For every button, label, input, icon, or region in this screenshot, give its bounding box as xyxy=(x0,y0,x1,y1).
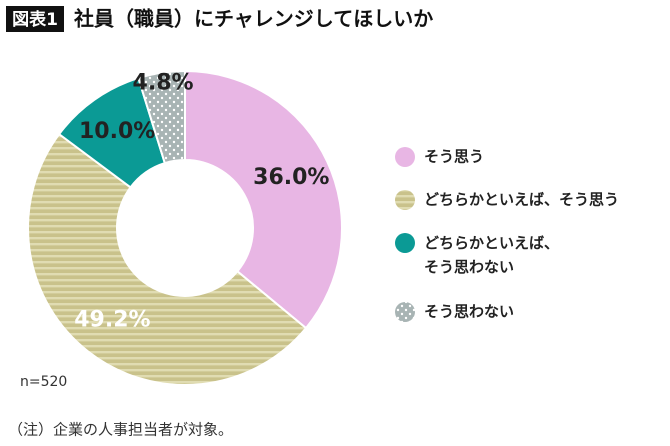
badge-bg xyxy=(6,6,64,32)
chart-title: 社員（職員）にチャレンジしてほしいか xyxy=(73,7,433,31)
legend-label: どちらかといえば、そう思う xyxy=(424,191,619,209)
value-label: 36.0% xyxy=(253,165,329,190)
legend-swatch xyxy=(395,147,415,167)
value-label: 4.8% xyxy=(133,71,194,96)
value-label: 49.2% xyxy=(74,307,150,332)
donut-slice xyxy=(137,69,186,165)
legend-swatch xyxy=(395,233,415,253)
legend-label: そう思う xyxy=(424,148,484,166)
badge: 図表1 xyxy=(12,9,58,30)
legend-line: そう思わない xyxy=(424,258,514,276)
legend-swatch xyxy=(395,302,415,322)
note: n=520 xyxy=(20,374,67,390)
legend-line: どちらかといえば、 xyxy=(424,234,559,252)
legend-label: そう思わない xyxy=(424,303,514,321)
legend-label: どちらかといえば、そう思わない xyxy=(424,234,559,276)
donut-slice xyxy=(27,132,308,386)
footnote: （注）企業の人事担当者が対象。 xyxy=(8,421,233,439)
legend-swatch xyxy=(395,190,415,210)
value-label: 10.0% xyxy=(79,119,155,144)
donut-slice xyxy=(184,69,343,330)
